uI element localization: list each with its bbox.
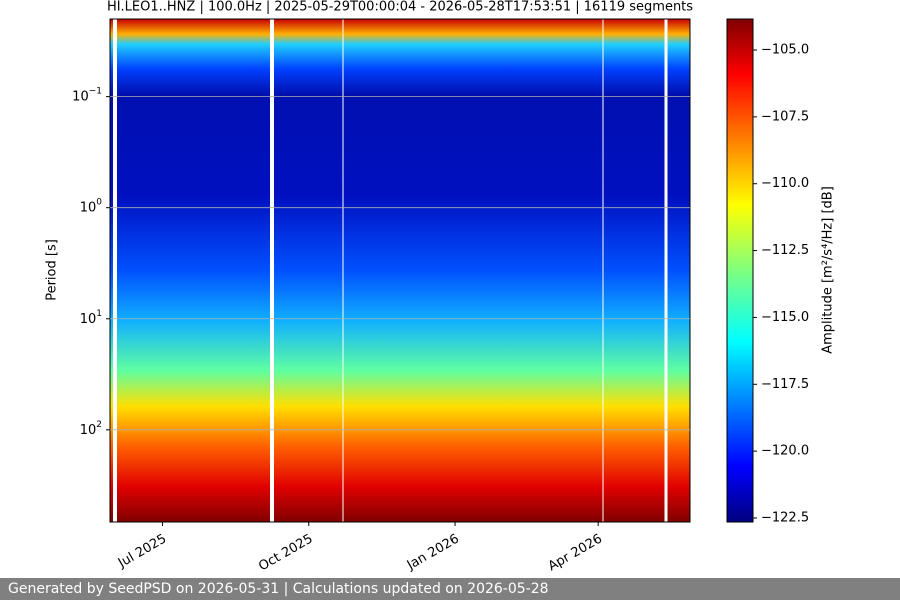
x-tick-label: Jul 2025 xyxy=(115,532,169,572)
colorbar-tick-label: −107.5 xyxy=(761,109,809,124)
y-axis-label: Period [s] xyxy=(45,239,60,301)
colorbar xyxy=(726,18,754,523)
colorbar-tick-label: −122.5 xyxy=(761,510,809,525)
y-tick-base: 10 xyxy=(80,422,97,437)
x-tick-label: Apr 2026 xyxy=(546,532,605,575)
y-tick-label: 100 xyxy=(80,197,103,215)
y-tick-exponent: 2 xyxy=(96,419,102,429)
spectrogram-image xyxy=(110,19,690,522)
y-tick-exponent: 0 xyxy=(96,197,102,207)
colorbar-tick-label: −112.5 xyxy=(761,243,809,258)
colorbar-tick-label: −120.0 xyxy=(761,444,809,459)
colorbar-tick-label: −115.0 xyxy=(761,310,809,325)
y-tick-base: 10 xyxy=(80,311,97,326)
colorbar-tick-label: −105.0 xyxy=(761,43,809,58)
y-tick-exponent: −1 xyxy=(89,86,102,96)
y-tick-label: 102 xyxy=(80,419,102,437)
plot-frame xyxy=(109,18,691,523)
y-tick-base: 10 xyxy=(80,200,97,215)
x-tick-label: Jan 2026 xyxy=(404,532,462,574)
colorbar-label: Amplitude [m²/s⁴/Hz] [dB] xyxy=(821,186,836,354)
colorbar-tick-label: −117.5 xyxy=(761,377,809,392)
data-gaps xyxy=(113,19,668,522)
footer: Generated by SeedPSD on 2026-05-31 | Cal… xyxy=(0,578,900,600)
y-tick-label: 10−1 xyxy=(72,86,102,104)
colorbar-tick-label: −110.0 xyxy=(761,176,809,191)
chart-title: HI.LEO1..HNZ | 100.0Hz | 2025-05-29T00:0… xyxy=(107,0,693,15)
x-tick-label: Oct 2025 xyxy=(256,532,315,575)
y-tick-exponent: 1 xyxy=(96,308,102,318)
y-tick-base: 10 xyxy=(72,89,89,104)
y-tick-label: 101 xyxy=(80,308,102,326)
chart: HI.LEO1..HNZ | 100.0Hz | 2025-05-29T00:0… xyxy=(45,0,836,575)
